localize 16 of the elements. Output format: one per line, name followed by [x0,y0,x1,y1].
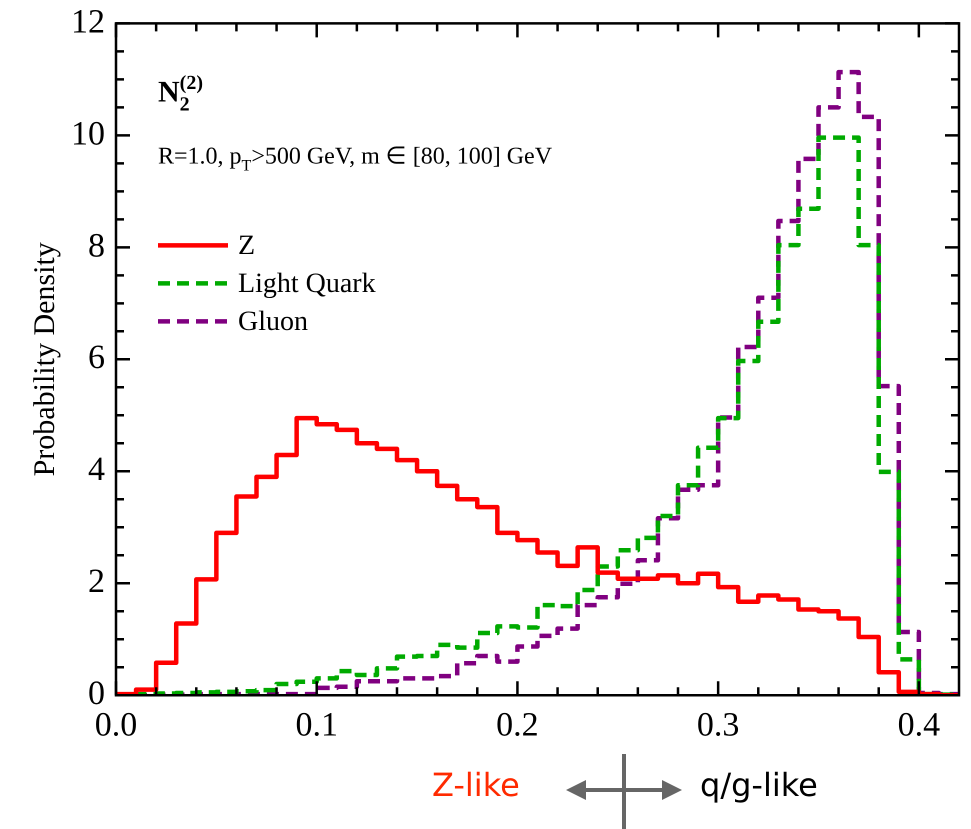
y-axis-title: Probability Density [28,242,61,476]
x-tick-label: 0.4 [898,706,940,744]
legend-label: Gluon [238,306,308,337]
y-tick-label: 10 [71,115,105,152]
y-tick-label: 8 [88,227,105,264]
text: q/g-like [700,766,818,804]
y-tick-label: 2 [88,563,105,600]
y-tick-label: 12 [71,3,105,40]
legend-label: Light Quark [238,268,376,299]
y-tick-label: 6 [88,339,105,376]
x-tick-label: 0.2 [496,706,539,744]
text: Z-like [432,766,520,804]
x-tick-label: 0.3 [696,706,740,744]
y-tick-label: 4 [88,451,105,488]
legend-label: Z [238,230,256,261]
x-tick-label: 0.1 [295,706,338,744]
